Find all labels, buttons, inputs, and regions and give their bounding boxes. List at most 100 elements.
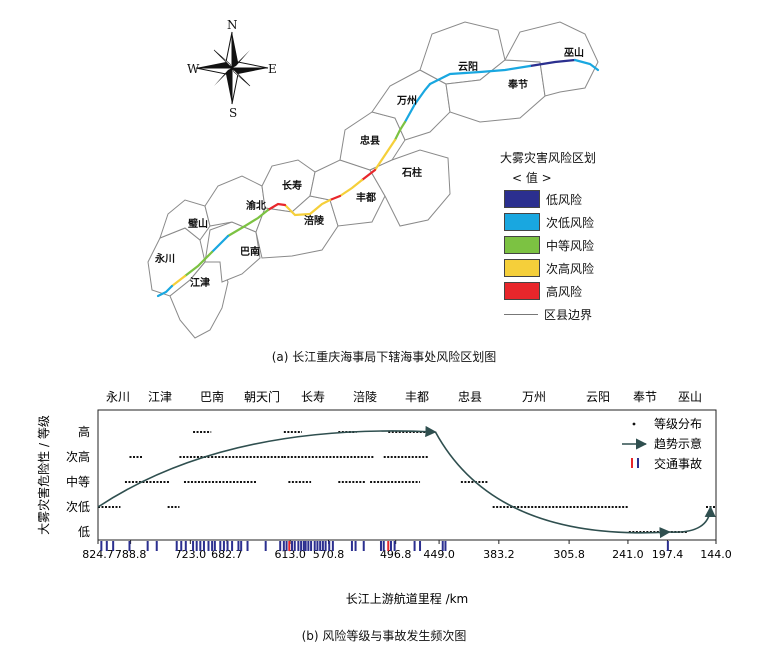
river-segment-medium <box>226 208 270 238</box>
top-label: 永川 <box>106 390 130 404</box>
district-label-shizhu: 石柱 <box>402 168 422 179</box>
accident-mark <box>264 541 267 551</box>
compass-south: S <box>229 106 238 120</box>
top-label: 长寿 <box>301 390 325 404</box>
accident-mark <box>175 541 178 551</box>
legend-label-accident: 交通事故 <box>654 456 702 471</box>
accident-mark <box>180 541 183 551</box>
y-tick-label: 高 <box>78 424 90 439</box>
accident-mark <box>146 541 149 551</box>
district-label-banan: 巴南 <box>240 247 260 258</box>
y-tick-label: 次高 <box>66 449 90 464</box>
accident-mark <box>313 541 316 551</box>
accident-mark <box>413 541 416 551</box>
accident-mark <box>307 541 310 551</box>
legend-label-sublow: 次低风险 <box>546 215 595 230</box>
compass-east: E <box>268 62 277 76</box>
x-tick-label: 449.0 <box>423 548 455 561</box>
accident-mark <box>219 541 222 551</box>
accident-mark <box>100 541 103 551</box>
river-segment-subhigh <box>170 274 187 288</box>
accident-mark <box>192 541 195 551</box>
map-legend-item-medium: 中等风险 <box>504 236 594 254</box>
accident-mark <box>226 541 229 551</box>
accident-mark <box>231 541 234 551</box>
accident-mark <box>128 541 131 551</box>
map-legend-item-sublow: 次低风险 <box>504 213 594 231</box>
accident-mark <box>195 541 198 551</box>
accident-mark <box>112 541 115 551</box>
legend-marker-distribution <box>632 422 636 426</box>
accident-mark <box>331 541 334 551</box>
accident-mark <box>300 541 303 551</box>
x-tick-label: 241.0 <box>612 548 644 561</box>
accident-mark <box>324 541 327 551</box>
accident-mark <box>319 541 322 551</box>
accident-mark <box>199 541 202 551</box>
risk-zoning-map <box>147 21 600 339</box>
compass-west: W <box>187 62 200 76</box>
accident-mark <box>222 541 225 551</box>
district-label-bishan: 璧山 <box>188 219 208 230</box>
accident-mark <box>354 541 357 551</box>
legend-label-subhigh: 次高风险 <box>546 261 595 276</box>
district-label-wanzhou: 万州 <box>397 96 417 107</box>
district-boundary-shizhu <box>369 149 451 227</box>
accident-mark <box>213 541 216 551</box>
river-segment-sublow <box>573 58 600 72</box>
top-label: 丰都 <box>405 390 429 404</box>
legend-label-medium: 中等风险 <box>546 238 595 253</box>
y-axis-label: 大雾灾害危险性 / 等级 <box>36 415 51 535</box>
district-label-fengdu: 丰都 <box>356 193 376 204</box>
accident-mark <box>288 541 291 551</box>
accident-mark <box>105 541 108 551</box>
legend-marker-accident-red <box>631 458 633 468</box>
accident-mark <box>293 541 296 551</box>
accident-mark <box>211 541 214 551</box>
trend-curve-falling <box>434 431 671 539</box>
river-segment-high <box>266 202 287 212</box>
district-label-changshou: 长寿 <box>282 181 302 192</box>
accident-mark <box>350 541 353 551</box>
legend-swatch-medium <box>504 236 540 254</box>
river-segment-subhigh <box>373 138 397 172</box>
river-segment-low <box>528 58 577 68</box>
accident-mark <box>237 541 240 551</box>
trend-curve-end <box>669 505 716 533</box>
y-tick-label: 中等 <box>66 474 90 489</box>
accident-mark <box>389 541 392 551</box>
x-tick-label: 305.8 <box>553 548 585 561</box>
accident-mark <box>382 541 385 551</box>
map-legend-item-low: 低风险 <box>504 190 582 208</box>
top-label: 朝天门 <box>244 389 280 404</box>
accident-mark <box>316 541 319 551</box>
legend-label-distribution: 等级分布 <box>654 417 702 431</box>
plot-frame <box>97 409 717 541</box>
top-label: 奉节 <box>633 390 657 404</box>
x-tick-label: 788.8 <box>115 548 147 561</box>
river-segment-subhigh <box>283 198 332 217</box>
accident-mark <box>184 541 187 551</box>
x-axis-label: 长江上游航道里程 /km <box>346 591 469 606</box>
legend-boundary-line <box>504 314 538 315</box>
river-segment-high <box>360 168 377 182</box>
top-label: 涪陵 <box>353 389 377 404</box>
river-segment-sublow <box>428 64 532 86</box>
legend-swatch-low <box>504 190 540 208</box>
accident-mark <box>302 541 305 551</box>
district-label-yubei: 渝北 <box>246 201 266 212</box>
map-legend-title: 大雾灾害风险区划 <box>500 151 597 165</box>
accident-mark <box>207 541 210 551</box>
y-tick-label: 次低 <box>66 500 90 514</box>
river-segment-sublow <box>403 82 432 124</box>
x-tick-label: 144.0 <box>700 548 732 561</box>
map-legend-item-high: 高风险 <box>504 282 582 300</box>
x-tick-label: 613.0 <box>274 548 306 561</box>
accident-mark <box>297 541 300 551</box>
accident-mark <box>441 541 444 551</box>
district-label-wushan: 巫山 <box>564 48 584 59</box>
accident-mark <box>666 541 669 551</box>
district-boundaries <box>147 21 599 339</box>
x-tick-label: 570.8 <box>313 548 345 561</box>
accident-mark <box>240 541 243 551</box>
